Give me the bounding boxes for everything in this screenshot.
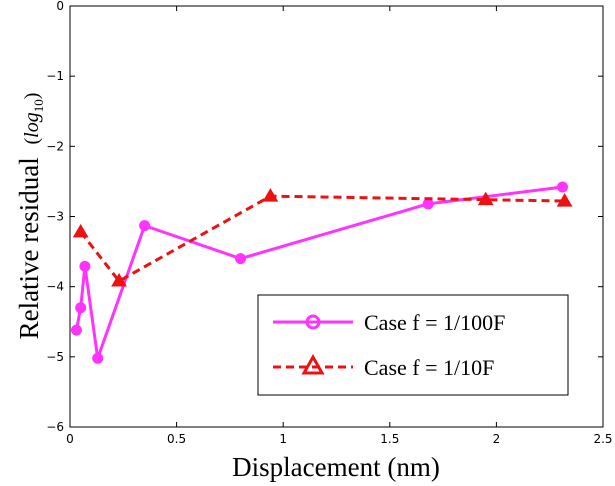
y-axis-title-main: Relative residual <box>14 157 44 339</box>
series-1-point <box>92 352 104 364</box>
series-1-point <box>70 324 82 336</box>
series-2-point <box>262 188 279 202</box>
series-2-point <box>556 193 573 207</box>
x-tick-label: 0 <box>66 432 74 446</box>
y-axis-title-paren-open: ( <box>21 137 43 144</box>
y-tick-label: 0 <box>56 0 64 13</box>
y-tick-label: −6 <box>46 420 64 434</box>
y-axis-title-log: log <box>21 112 43 138</box>
y-tick-label: −3 <box>46 210 64 224</box>
series-1-point <box>75 302 87 314</box>
series-1-point <box>79 260 91 272</box>
y-tick-label: −5 <box>46 350 64 364</box>
y-tick-label: −4 <box>46 280 64 294</box>
y-axis-title: Relative residual (log10) <box>14 93 46 340</box>
series-1-line <box>74 185 563 360</box>
series-2-point <box>477 191 494 206</box>
series-2-point <box>72 223 89 238</box>
series-1-point <box>422 198 434 210</box>
legend-marker-series-2 <box>301 353 325 375</box>
x-axis-ticks: 0 0.5 1 1.5 2 2.5 <box>66 6 613 446</box>
y-axis-title-paren-close: ) <box>21 93 43 100</box>
x-tick-label: 0.5 <box>167 432 186 446</box>
series-1-point <box>139 220 151 232</box>
legend-label-series-1: Case f = 1/100F <box>364 310 505 335</box>
series-1-point <box>235 253 247 265</box>
x-tick-label: 2 <box>493 432 501 446</box>
legend: Case f = 1/100F Case f = 1/10F <box>257 294 569 396</box>
y-axis-ticks: 0 −1 −2 −3 −4 −5 −6 <box>46 0 603 434</box>
legend-label-series-2: Case f = 1/10F <box>364 355 494 380</box>
y-tick-label: −2 <box>46 139 64 153</box>
series-layer <box>70 181 573 364</box>
x-axis-title: Displacement (nm) <box>232 452 440 482</box>
legend-box <box>257 294 569 396</box>
series-2-point <box>111 273 127 287</box>
x-tick-label: 1.5 <box>380 432 399 446</box>
series-1-point <box>556 181 568 193</box>
y-axis-title-log-index: 10 <box>31 99 46 112</box>
y-tick-label: −1 <box>46 69 64 83</box>
legend-marker-series-1 <box>305 314 321 330</box>
x-tick-label: 2.5 <box>593 432 612 446</box>
x-tick-label: 1 <box>279 432 287 446</box>
